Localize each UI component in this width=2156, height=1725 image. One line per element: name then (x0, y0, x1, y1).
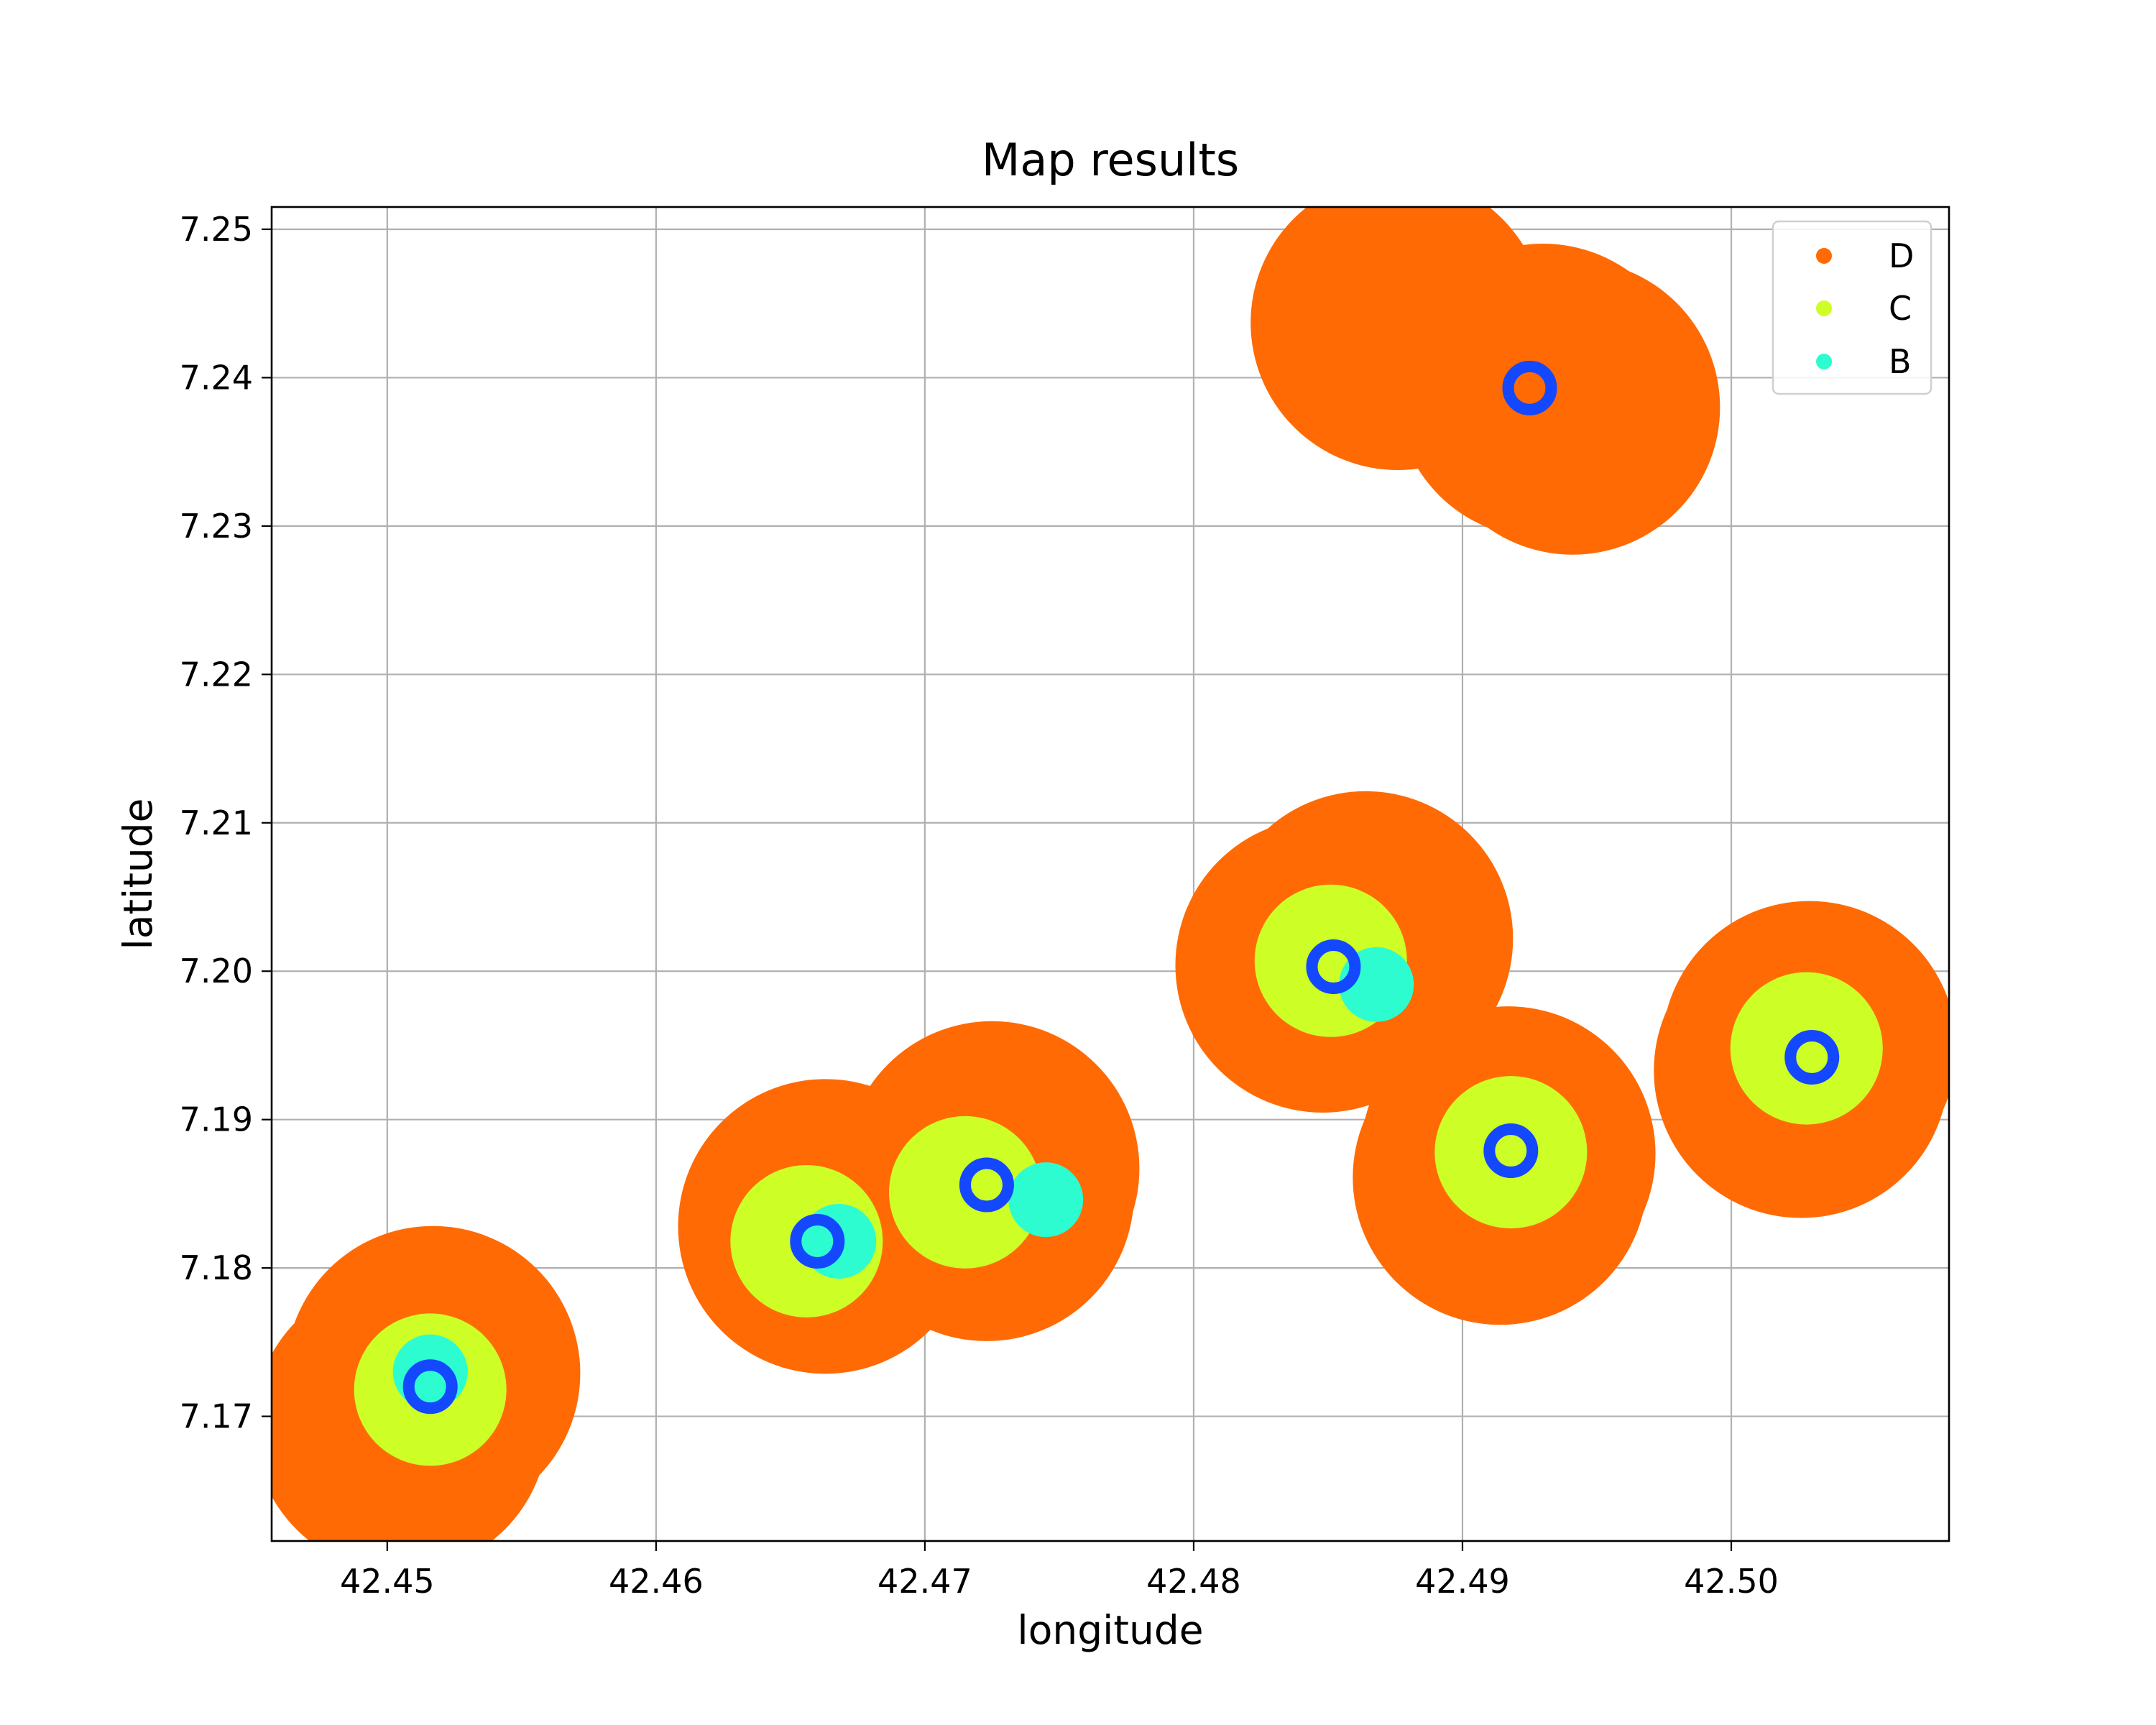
legend-label-b: B (1889, 342, 1912, 381)
location-marker-ring (790, 1213, 845, 1269)
legend-marker-d (1816, 248, 1832, 264)
y-tick-label: 7.17 (180, 1397, 253, 1436)
x-axis-label: longitude (1017, 1607, 1203, 1653)
legend-marker-c (1816, 300, 1832, 316)
y-tick-label: 7.18 (180, 1248, 253, 1287)
x-tick-label: 42.49 (1415, 1562, 1510, 1601)
data-layer (272, 207, 1949, 1541)
location-marker-ring (402, 1359, 458, 1414)
legend-marker-b (1816, 354, 1832, 369)
location-marker-ring (1306, 939, 1361, 995)
series-c-point (1730, 972, 1883, 1125)
x-tick-label: 42.47 (877, 1562, 972, 1601)
location-marker-ring (1483, 1123, 1539, 1179)
series-d-point (1425, 259, 1720, 555)
x-tick-label: 42.46 (609, 1562, 704, 1601)
legend-label-c: C (1889, 289, 1912, 328)
y-tick-label: 7.20 (180, 952, 253, 990)
series-b-point (1008, 1162, 1084, 1238)
plot-frame (270, 206, 1950, 1542)
y-tick-label: 7.24 (180, 358, 253, 397)
x-tick-label: 42.48 (1146, 1562, 1241, 1601)
legend-box (1772, 220, 1932, 395)
grid-lines (272, 207, 1949, 1541)
legend-label-d: D (1889, 236, 1914, 275)
series-b-point (392, 1334, 468, 1409)
x-tick-label: 42.45 (340, 1562, 435, 1601)
y-tick-label: 7.19 (180, 1100, 253, 1139)
y-tick-label: 7.21 (180, 804, 253, 842)
legend: D C B (1772, 220, 1932, 395)
location-marker-ring (959, 1157, 1014, 1213)
y-tick-label: 7.23 (180, 507, 253, 546)
location-marker-ring (1784, 1029, 1840, 1085)
x-tick-label: 42.50 (1684, 1562, 1779, 1601)
axis-ticks: 42.45 42.46 42.47 42.48 42.49 42.50 7.17 7.18 7.… (180, 210, 1779, 1601)
y-axis-label: latitude (115, 798, 161, 949)
location-marker-ring (1502, 360, 1557, 415)
series-c-point (1434, 1076, 1588, 1229)
y-tick-label: 7.25 (180, 210, 253, 249)
y-tick-label: 7.22 (180, 655, 253, 694)
chart-title: Map results (982, 134, 1239, 186)
